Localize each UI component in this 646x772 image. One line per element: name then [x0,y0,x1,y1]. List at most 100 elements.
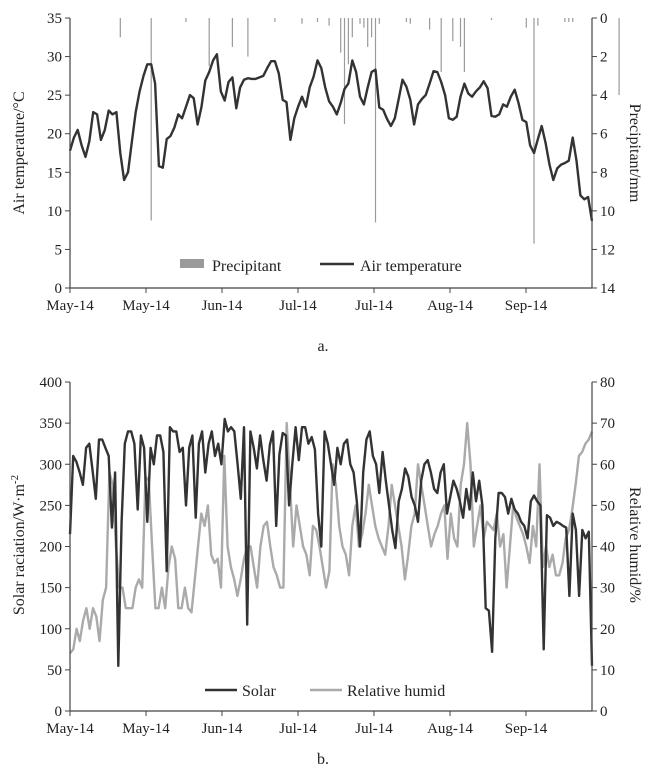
panel-a-left-tick-label: 25 [47,88,62,104]
precipitant-bar [525,18,527,28]
panel-a-left-tick-label: 20 [47,127,62,143]
panel-a-left-tick-label: 30 [47,50,62,66]
panel-b-x-tick-label: Jul-14 [279,721,317,737]
panel-b-right-tick-label: 30 [600,581,615,597]
panel-b-x-tick-label: Jul-14 [355,721,393,737]
panel-a-x-tick-label: May-14 [122,298,170,314]
panel-b-left-tick-label: 400 [40,375,63,391]
panel-a-right-tick-label: 2 [600,50,608,66]
panel-a-x-tick-label: Jul-14 [355,298,393,314]
solar-axis-title-text: Solar raciation/W·m [11,484,28,616]
precipitant-bar [452,18,454,42]
air-temperature-line [68,53,594,222]
panel-b-right-tick-label: 0 [600,704,608,720]
precipitant-bar [301,18,303,24]
precipitant-bar [409,18,411,24]
precipitant-bar [316,18,319,22]
panel-b-x-tick-label: May-14 [122,721,170,737]
precipitant-bar [343,18,346,125]
precipitant-bar [247,18,249,57]
panel-a-x-tick-label: May-14 [46,298,94,314]
panel-a-right-tick-label: 14 [600,281,616,297]
precipitant-bar [572,18,574,22]
panel-a-left-tick-label: 15 [47,165,62,181]
precipitant-bar [367,18,369,47]
solar-axis-title-superscript: -2 [9,475,21,484]
panel-a-left-tick-label: 0 [55,281,63,297]
precipitant-bar [150,18,152,221]
solar-axis-title: Solar raciation/W·m-2 [9,475,28,615]
panel-b-right-tick-label: 70 [600,416,615,432]
precipitant-bar [274,18,276,22]
panel-b-x-tick-label: May-14 [46,721,94,737]
panel-b-right-tick-label: 50 [600,498,615,514]
panel-b-axes: 0 50 100 150 200 250 300 350 400 0 10 20 30 40 50 60 70 8… [40,375,616,737]
precipitant-bar [363,18,365,28]
precipitant-bar [119,18,121,38]
panel-a-left-tick-label: 10 [47,204,62,220]
panel-b-left-tick-label: 250 [40,498,63,514]
panel-b-x-tick-label: Aug-14 [427,721,473,737]
relative-humid-legend-label: Relative humid [347,683,445,700]
precipitant-bar [440,18,442,72]
panel-b-chart: 0 50 100 150 200 250 300 350 400 0 10 20 30 40 50 60 70 8… [9,375,643,768]
precipitant-bar [328,18,330,26]
precipitant-bar [564,18,566,22]
precipitant-bar [185,18,187,22]
precipitant-bar [351,18,353,38]
precipitant-bar [378,18,380,24]
precipitant-bar [537,18,539,26]
precipitant-bar [374,18,377,223]
precipitant-bar [490,18,493,20]
panel-b-x-tick-label: Jun-14 [202,721,243,737]
panel-b-right-tick-label: 40 [600,540,615,556]
panel-b-left-tick-label: 0 [55,704,63,720]
precipitant-legend-swatch [180,259,204,268]
solar-legend-label: Solar [242,683,276,700]
panel-b-left-tick-label: 300 [40,457,63,473]
relative-humid-axis-title: Relative humid/% [626,487,643,603]
precipitant-bar [359,18,361,24]
precipitant-axis-title: Precipitant/mm [626,104,643,203]
panel-a-x-tick-label: Aug-14 [427,298,473,314]
panel-b-right-tick-label: 60 [600,457,615,473]
panel-b-legend: Solar Relative humid [205,683,445,700]
panel-b-left-tick-label: 350 [40,416,63,432]
relative-humid-line [69,421,594,655]
panel-a-x-tick-label: Jul-14 [279,298,317,314]
panel-b-right-tick-label: 80 [600,375,615,391]
panel-b-x-tick-label: Sep-14 [505,721,548,737]
panel-a-chart: 0 5 10 15 20 25 30 35 0 2 4 6 8 10 12 14 May-14 May-14 Jun… [11,11,643,355]
panel-a-x-tick-label: Sep-14 [505,298,548,314]
panel-a-left-tick-label: 5 [55,242,63,258]
panel-b-left-tick-label: 100 [40,622,63,638]
panel-b-right-tick-label: 20 [600,622,615,638]
panel-a-right-tick-label: 4 [600,88,608,104]
precipitant-bar [533,18,535,244]
panel-a-right-tick-label: 6 [600,127,608,143]
panel-a-x-tick-label: Jun-14 [202,298,243,314]
precipitant-bar [429,18,431,30]
panel-a-label: a. [317,338,328,355]
precipitant-bar [405,18,407,22]
panel-a-right-tick-label: 12 [600,242,615,258]
air-temperature-axis-title: Air temperature/°C [11,91,28,214]
precipitant-bar [568,18,570,22]
panel-b-left-tick-label: 150 [40,581,63,597]
panel-a-left-tick-label: 35 [47,11,62,27]
precipitant-bar [347,18,349,65]
panel-a-right-tick-label: 0 [600,11,608,27]
panel-b-left-tick-label: 50 [47,663,62,679]
panel-a-right-tick-label: 8 [600,165,608,181]
precipitant-legend-label: Precipitant [212,258,282,275]
panel-b-label: b. [317,751,329,768]
precipitant-bar [463,18,465,72]
solar-line [68,417,594,667]
precipitant-bar [371,18,373,38]
precipitant-bars [119,18,620,244]
precipitant-bar [459,18,462,47]
panel-a-right-tick-label: 10 [600,204,615,220]
panel-b-left-tick-label: 200 [40,540,63,556]
precipitant-bar [618,18,620,96]
